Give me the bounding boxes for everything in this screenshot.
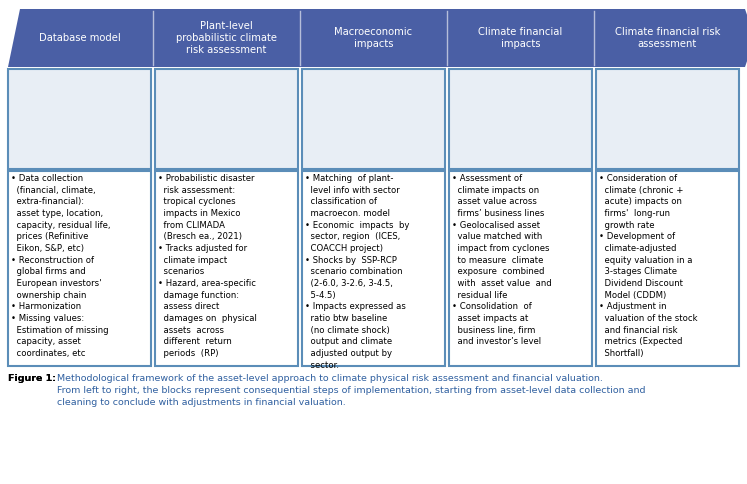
FancyBboxPatch shape <box>302 171 445 366</box>
Text: Database model: Database model <box>39 33 120 43</box>
Text: • Matching  of plant-
  level info with sector
  classification of
  macroecon. : • Matching of plant- level info with sec… <box>305 174 409 370</box>
Text: • Assessment of
  climate impacts on
  asset value across
  firms’ business line: • Assessment of climate impacts on asset… <box>452 174 552 346</box>
FancyBboxPatch shape <box>8 171 151 366</box>
Text: Figure 1:: Figure 1: <box>8 374 56 383</box>
FancyBboxPatch shape <box>449 171 592 366</box>
Text: • Probabilistic disaster
  risk assessment:
  tropical cyclones
  impacts in Mex: • Probabilistic disaster risk assessment… <box>158 174 257 358</box>
Text: • Consideration of
  climate (chronic +
  acute) impacts on
  firms'  long-run
 : • Consideration of climate (chronic + ac… <box>599 174 698 358</box>
FancyBboxPatch shape <box>302 69 445 169</box>
Text: Methodological framework of the asset-level approach to climate physical risk as: Methodological framework of the asset-le… <box>57 374 645 407</box>
Text: • Data collection
  (financial, climate,
  extra-financial):
  asset type, locat: • Data collection (financial, climate, e… <box>11 174 111 358</box>
Text: Figure 1:: Figure 1: <box>8 374 56 383</box>
Text: Macroeconomic
impacts: Macroeconomic impacts <box>335 27 412 49</box>
Text: Climate financial
impacts: Climate financial impacts <box>478 27 562 49</box>
Text: Climate financial risk
assessment: Climate financial risk assessment <box>615 27 720 49</box>
FancyBboxPatch shape <box>449 69 592 169</box>
FancyBboxPatch shape <box>596 69 739 169</box>
Polygon shape <box>8 9 747 67</box>
FancyBboxPatch shape <box>155 171 298 366</box>
FancyBboxPatch shape <box>155 69 298 169</box>
FancyBboxPatch shape <box>8 69 151 169</box>
Text: Plant-level
probabilistic climate
risk assessment: Plant-level probabilistic climate risk a… <box>176 21 277 55</box>
FancyBboxPatch shape <box>596 171 739 366</box>
